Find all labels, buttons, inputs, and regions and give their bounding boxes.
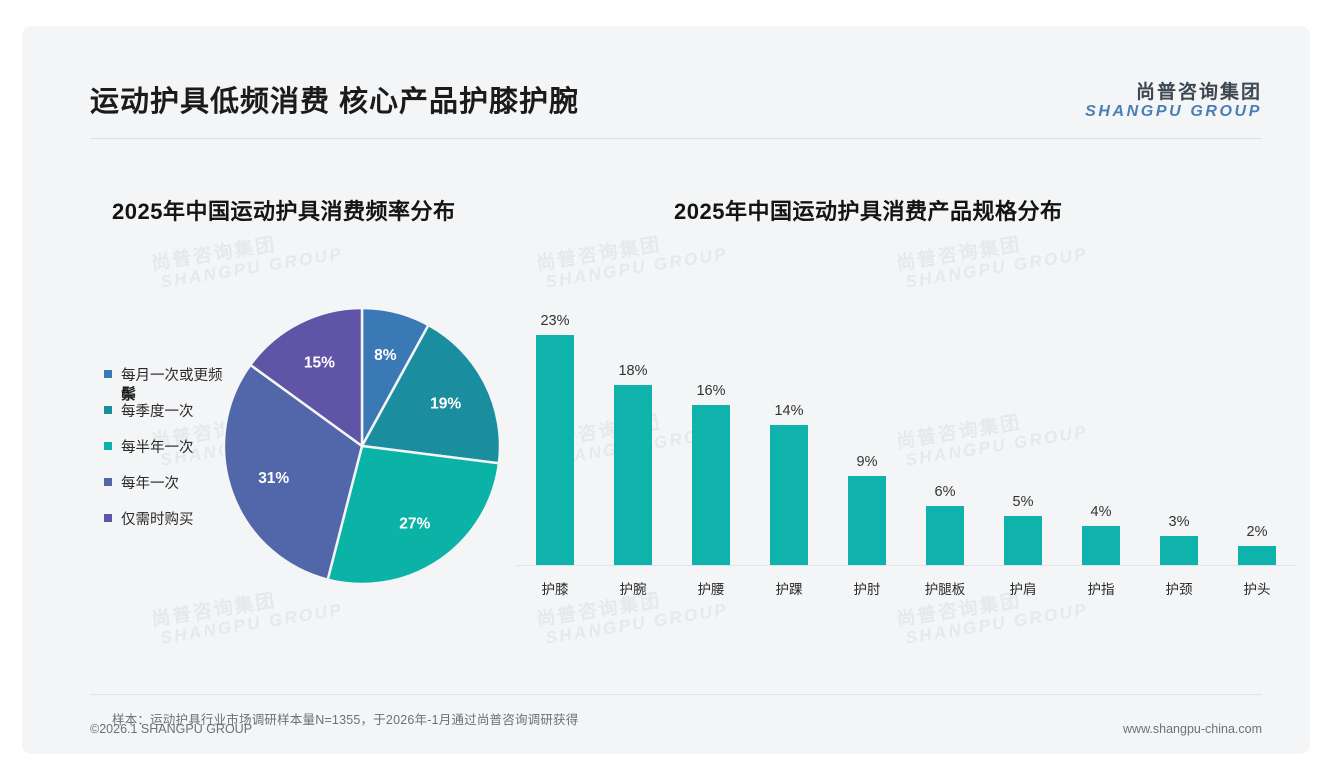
bar-column[interactable]: 16% 护腰 [672, 276, 750, 597]
bar-value-label: 4% [1090, 503, 1112, 520]
bar-category-label: 护腰 [697, 582, 725, 597]
pie-chart-title: 2025年中国运动护具消费频率分布 [112, 199, 456, 224]
slide-canvas: 尚普咨询集团 SHANGPU GROUP 尚普咨询集团 SHANGPU GROUP … [22, 26, 1310, 754]
legend-item[interactable]: 每半年一次 [104, 428, 264, 464]
bar-category-label: 护腕 [619, 582, 647, 597]
logo-english-name: SHANGPU GROUP [1085, 103, 1262, 121]
bar-column[interactable]: 3% 护颈 [1140, 276, 1218, 597]
bar-column[interactable]: 9% 护肘 [828, 276, 906, 597]
pie-slice-label: 8% [374, 347, 397, 364]
bar-column[interactable]: 4% 护指 [1062, 276, 1140, 597]
pie-slice-label: 15% [304, 354, 335, 371]
bar-rect[interactable] [1082, 525, 1120, 566]
bar-value-label: 6% [934, 483, 956, 500]
footnote-divider [90, 694, 1262, 695]
pie-slice[interactable] [326, 444, 501, 586]
pie-slice-label: 19% [430, 395, 461, 412]
bar-category-label: 护指 [1087, 582, 1115, 597]
bar-value-label: 23% [540, 313, 570, 330]
pie-slice-label: 31% [258, 470, 289, 487]
bar-rect[interactable] [1238, 545, 1276, 566]
bar-chart-panel: 23% 护膝 18% 护腕 16% 护腰 14% 护踝 9% 护肘 6% 护腿板 5% 护肩 4% 护指 3% 护… [516, 276, 1296, 606]
bar-value-label: 5% [1012, 493, 1034, 510]
legend-swatch-icon [104, 442, 112, 450]
legend-item-label: 每年一次 [121, 475, 179, 492]
bar-rect[interactable] [1160, 535, 1198, 566]
bar-category-label: 护肩 [1009, 582, 1037, 597]
pie-slice[interactable] [222, 363, 364, 582]
pie-slice[interactable] [248, 306, 364, 449]
legend-swatch-icon [104, 406, 112, 414]
legend-item[interactable]: 每年一次 [104, 464, 264, 500]
bar-column[interactable]: 6% 护腿板 [906, 276, 984, 597]
bar-category-label: 护腿板 [924, 582, 966, 597]
website-link[interactable]: www.shangpu-china.com [1123, 722, 1262, 736]
bar-value-label: 3% [1168, 513, 1190, 530]
bar-category-label: 护膝 [541, 582, 569, 597]
pie-slice-group [222, 306, 502, 586]
page-title: 运动护具低频消费 核心产品护膝护腕 [90, 86, 580, 118]
watermark-cn: 尚普咨询集团 [535, 234, 663, 275]
bar-value-label: 9% [856, 453, 878, 470]
legend-item[interactable]: 仅需时购买 [104, 500, 264, 536]
slide-header: 运动护具低频消费 核心产品护膝护腕 尚普咨询集团 SHANGPU GROUP [22, 26, 1310, 121]
pie-label-group: 8% 19% 27% 31% 15% [258, 347, 461, 533]
bar-value-label: 2% [1246, 523, 1268, 540]
bar-column[interactable]: 2% 护头 [1218, 276, 1296, 597]
bar-column[interactable]: 18% 护腕 [594, 276, 672, 597]
bar-category-label: 护颈 [1165, 582, 1193, 597]
bar-value-label: 16% [696, 383, 726, 400]
bar-category-label: 护肘 [853, 582, 881, 597]
pie-slice-label: 27% [399, 516, 430, 533]
bar-category-label: 护头 [1243, 582, 1271, 597]
watermark-cn: 尚普咨询集团 [150, 234, 278, 275]
bar-rect[interactable] [692, 405, 730, 566]
legend-swatch-icon [104, 478, 112, 486]
bar-category-label: 护踝 [775, 582, 803, 597]
bar-rect[interactable] [926, 505, 964, 566]
legend-swatch-icon [104, 514, 112, 522]
bar-value-label: 18% [618, 363, 648, 380]
brand-logo: 尚普咨询集团 SHANGPU GROUP [1085, 82, 1262, 121]
bar-column[interactable]: 5% 护肩 [984, 276, 1062, 597]
legend-item[interactable]: 每月一次或更频 [104, 356, 264, 392]
bar-column[interactable]: 14% 护踝 [750, 276, 828, 597]
watermark-en: SHANGPU GROUP [904, 600, 1090, 648]
legend-item-label: 每季度一次 [121, 403, 194, 420]
bar-chart-plot-area: 23% 护膝 18% 护腕 16% 护腰 14% 护踝 9% 护肘 6% 护腿板 5% 护肩 4% 护指 3% 护… [516, 276, 1296, 597]
bar-rect[interactable] [848, 475, 886, 566]
bar-rect[interactable] [770, 425, 808, 566]
sample-footnote: 样本：运动护具行业市场调研样本量N=1355，于2026年-1月通过尚普咨询调研… [112, 713, 579, 727]
legend-item-label: 仅需时购买 [121, 511, 194, 528]
copyright-text: ©2026.1 SHANGPU GROUP [90, 722, 253, 736]
logo-chinese-name: 尚普咨询集团 [1135, 82, 1262, 103]
bar-column[interactable]: 23% 护膝 [516, 276, 594, 597]
bar-rect[interactable] [536, 335, 574, 566]
bar-value-label: 14% [774, 403, 804, 420]
legend-swatch-icon [104, 370, 112, 378]
slide-footer: ©2026.1 SHANGPU GROUP www.shangpu-china.… [22, 712, 1310, 754]
pie-chart-panel: 每月一次或更频 每季度一次 鬃 每半年一次 每年一次 仅需时购买 8% 19 [82, 276, 642, 616]
legend-item-label: 每半年一次 [121, 439, 194, 456]
bar-rect[interactable] [1004, 515, 1042, 566]
pie-slice[interactable] [360, 323, 502, 465]
header-divider [90, 138, 1262, 139]
bar-chart-title: 2025年中国运动护具消费产品规格分布 [674, 199, 1063, 224]
legend-item-label: 每月一次或更频 [121, 367, 223, 384]
watermark-cn: 尚普咨询集团 [895, 234, 1023, 275]
pie-chart-graphic: 8% 19% 27% 31% 15% [222, 306, 502, 586]
bar-chart-axis-line [516, 565, 1296, 566]
bar-rect[interactable] [614, 385, 652, 566]
